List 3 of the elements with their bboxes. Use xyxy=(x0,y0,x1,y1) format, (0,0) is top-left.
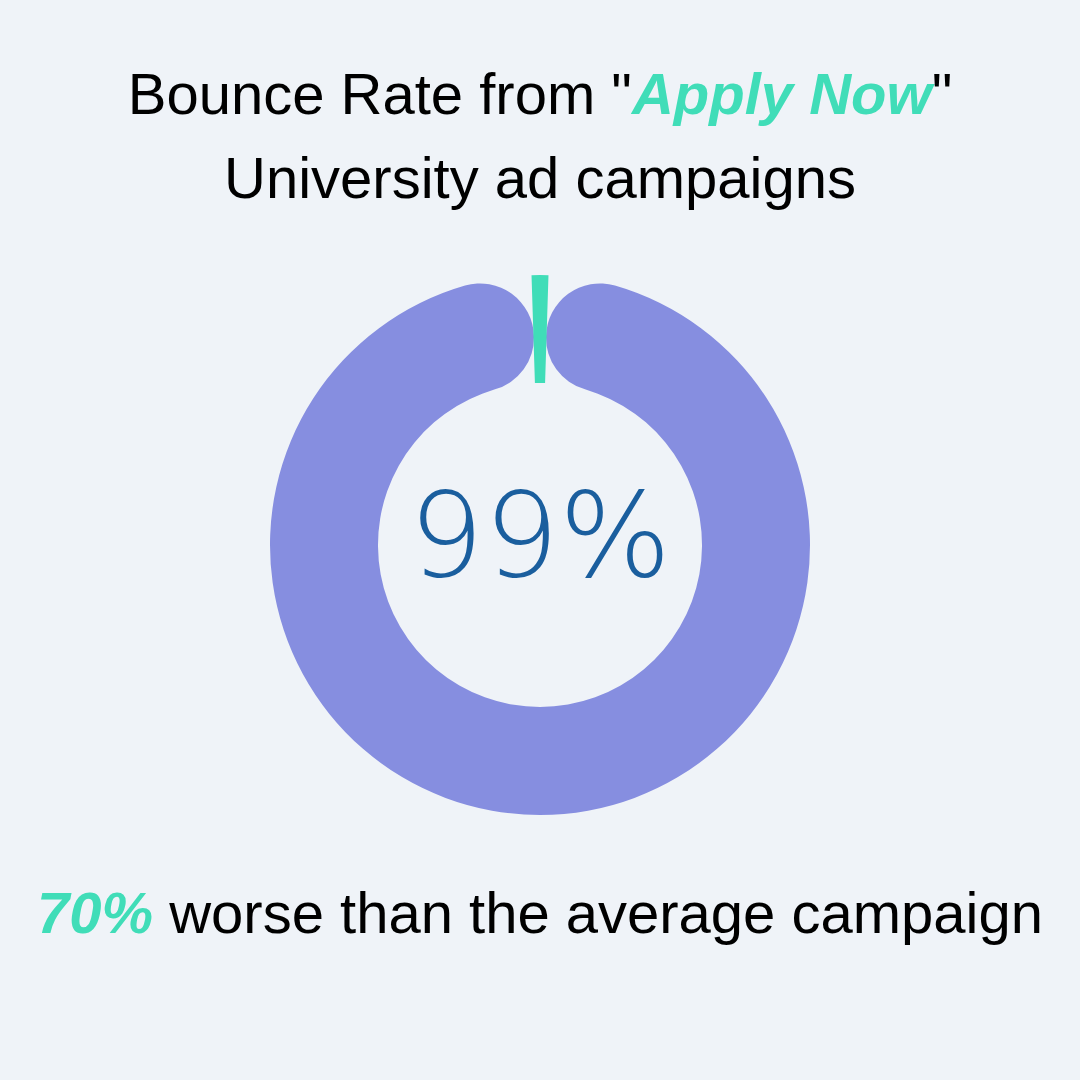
chart-title: Bounce Rate from "Apply Now" University ad campaigns xyxy=(127,61,953,210)
text: 70% worse than the average campaign xyxy=(37,880,1043,945)
data-label: 99% xyxy=(408,465,672,604)
